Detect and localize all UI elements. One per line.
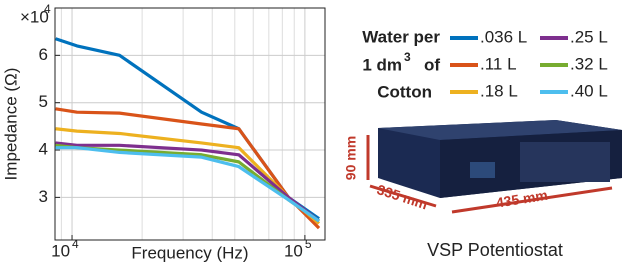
- x-tick-exponent: 4: [72, 237, 79, 251]
- x-axis-label: Frequency (Hz): [131, 243, 248, 262]
- device-logo: [470, 162, 495, 178]
- y-tick-label: 4: [39, 140, 48, 159]
- x-tick-label: 10: [284, 241, 303, 260]
- dim-label: 90 mm: [343, 136, 359, 180]
- device-ports: [520, 142, 610, 182]
- y-tick-label: 3: [39, 187, 48, 206]
- device-photo: 90 mm 335 mm 435 mm VSP Potentiostat: [343, 120, 622, 260]
- legend-title: of: [424, 55, 440, 74]
- legend-label: .40 L: [570, 81, 608, 100]
- figure: 90 mm 335 mm 435 mm VSP Potentiostat 104…: [0, 0, 630, 269]
- legend-label: .036 L: [480, 27, 527, 46]
- legend-label: .32 L: [570, 54, 608, 73]
- legend-title: 1 dm: [362, 55, 402, 74]
- x-tick-exponent: 5: [305, 237, 312, 251]
- legend-title: 3: [404, 50, 411, 64]
- legend-label: .18 L: [480, 81, 518, 100]
- legend-title: Water per: [362, 27, 440, 46]
- photo-caption: VSP Potentiostat: [427, 240, 563, 260]
- series-line: [56, 109, 319, 228]
- y-tick-label: 5: [39, 92, 48, 111]
- y-tick-label: 6: [39, 45, 48, 64]
- legend-label: .11 L: [480, 54, 517, 73]
- x-tick-label: 10: [51, 241, 70, 260]
- legend-title: Cotton: [377, 82, 432, 101]
- series-line: [56, 129, 319, 224]
- legend-label: .25 L: [570, 27, 608, 46]
- y-multiplier-exponent: 4: [44, 2, 51, 16]
- y-axis-label: Impedance (Ω): [1, 68, 20, 181]
